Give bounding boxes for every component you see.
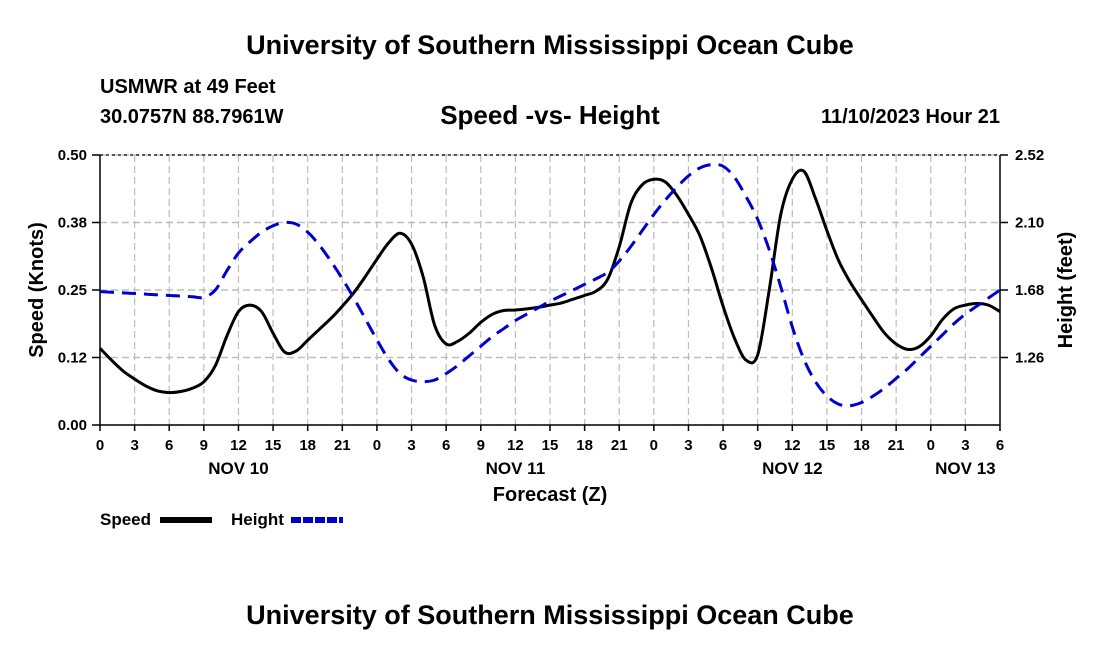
y-left-tick-label: 0.38 xyxy=(58,215,87,232)
day-label: NOV 11 xyxy=(486,459,546,478)
x-tick-label: 12 xyxy=(507,437,524,454)
x-tick-label: 18 xyxy=(576,437,593,454)
y-left-axis-title: Speed (Knots) xyxy=(26,222,48,358)
x-tick-label: 9 xyxy=(200,437,208,454)
chart-subtitle: Speed -vs- Height xyxy=(440,100,660,130)
x-tick-label: 6 xyxy=(442,437,450,454)
x-tick-label: 9 xyxy=(754,437,762,454)
x-tick-label: 3 xyxy=(961,437,969,454)
x-tick-label: 18 xyxy=(299,437,316,454)
y-right-tick-label: 1.26 xyxy=(1015,350,1044,367)
y-left-tick-label: 0.25 xyxy=(58,282,87,299)
x-tick-label: 3 xyxy=(407,437,415,454)
x-tick-label: 9 xyxy=(477,437,485,454)
y-left-tick-label: 0.50 xyxy=(58,147,87,164)
station-label: USMWR at 49 Feet xyxy=(100,76,276,98)
x-tick-label: 3 xyxy=(130,437,138,454)
x-tick-label: 21 xyxy=(334,437,351,454)
height-series-line xyxy=(99,162,1001,408)
x-tick-label: 15 xyxy=(542,437,559,454)
legend-label-speed: Speed xyxy=(100,510,151,529)
day-label: NOV 10 xyxy=(208,459,268,478)
x-tick-label: 3 xyxy=(684,437,692,454)
footer-title: University of Southern Mississippi Ocean… xyxy=(246,600,854,630)
x-tick-label: 6 xyxy=(996,437,1004,454)
x-tick-label: 0 xyxy=(96,437,104,454)
y-right-tick-label: 2.52 xyxy=(1015,147,1044,164)
x-tick-label: 0 xyxy=(373,437,381,454)
timestamp-label: 11/10/2023 Hour 21 xyxy=(820,106,1000,128)
x-tick-label: 0 xyxy=(650,437,658,454)
x-tick-label: 18 xyxy=(853,437,870,454)
x-tick-label: 15 xyxy=(265,437,282,454)
y-right-tick-label: 2.10 xyxy=(1015,215,1044,232)
y-right-axis-title: Height (feet) xyxy=(1055,232,1077,349)
x-tick-label: 12 xyxy=(230,437,247,454)
y-left-tick-label: 0.12 xyxy=(58,350,87,367)
x-tick-label: 6 xyxy=(165,437,173,454)
x-tick-label: 6 xyxy=(719,437,727,454)
x-axis-title: Forecast (Z) xyxy=(493,484,607,506)
day-label: NOV 12 xyxy=(762,459,822,478)
x-tick-label: 15 xyxy=(819,437,836,454)
x-tick-label: 0 xyxy=(927,437,935,454)
legend-label-height: Height xyxy=(231,510,284,529)
x-tick-label: 21 xyxy=(888,437,905,454)
location-label: 30.0757N 88.7961W xyxy=(100,106,284,128)
speed-series-line xyxy=(98,168,1001,395)
x-tick-label: 21 xyxy=(611,437,628,454)
y-left-tick-label: 0.00 xyxy=(58,417,87,434)
y-right-tick-label: 1.68 xyxy=(1015,282,1044,299)
chart-title: University of Southern Mississippi Ocean… xyxy=(246,30,854,60)
x-tick-label: 12 xyxy=(784,437,801,454)
day-label: NOV 13 xyxy=(935,459,995,478)
